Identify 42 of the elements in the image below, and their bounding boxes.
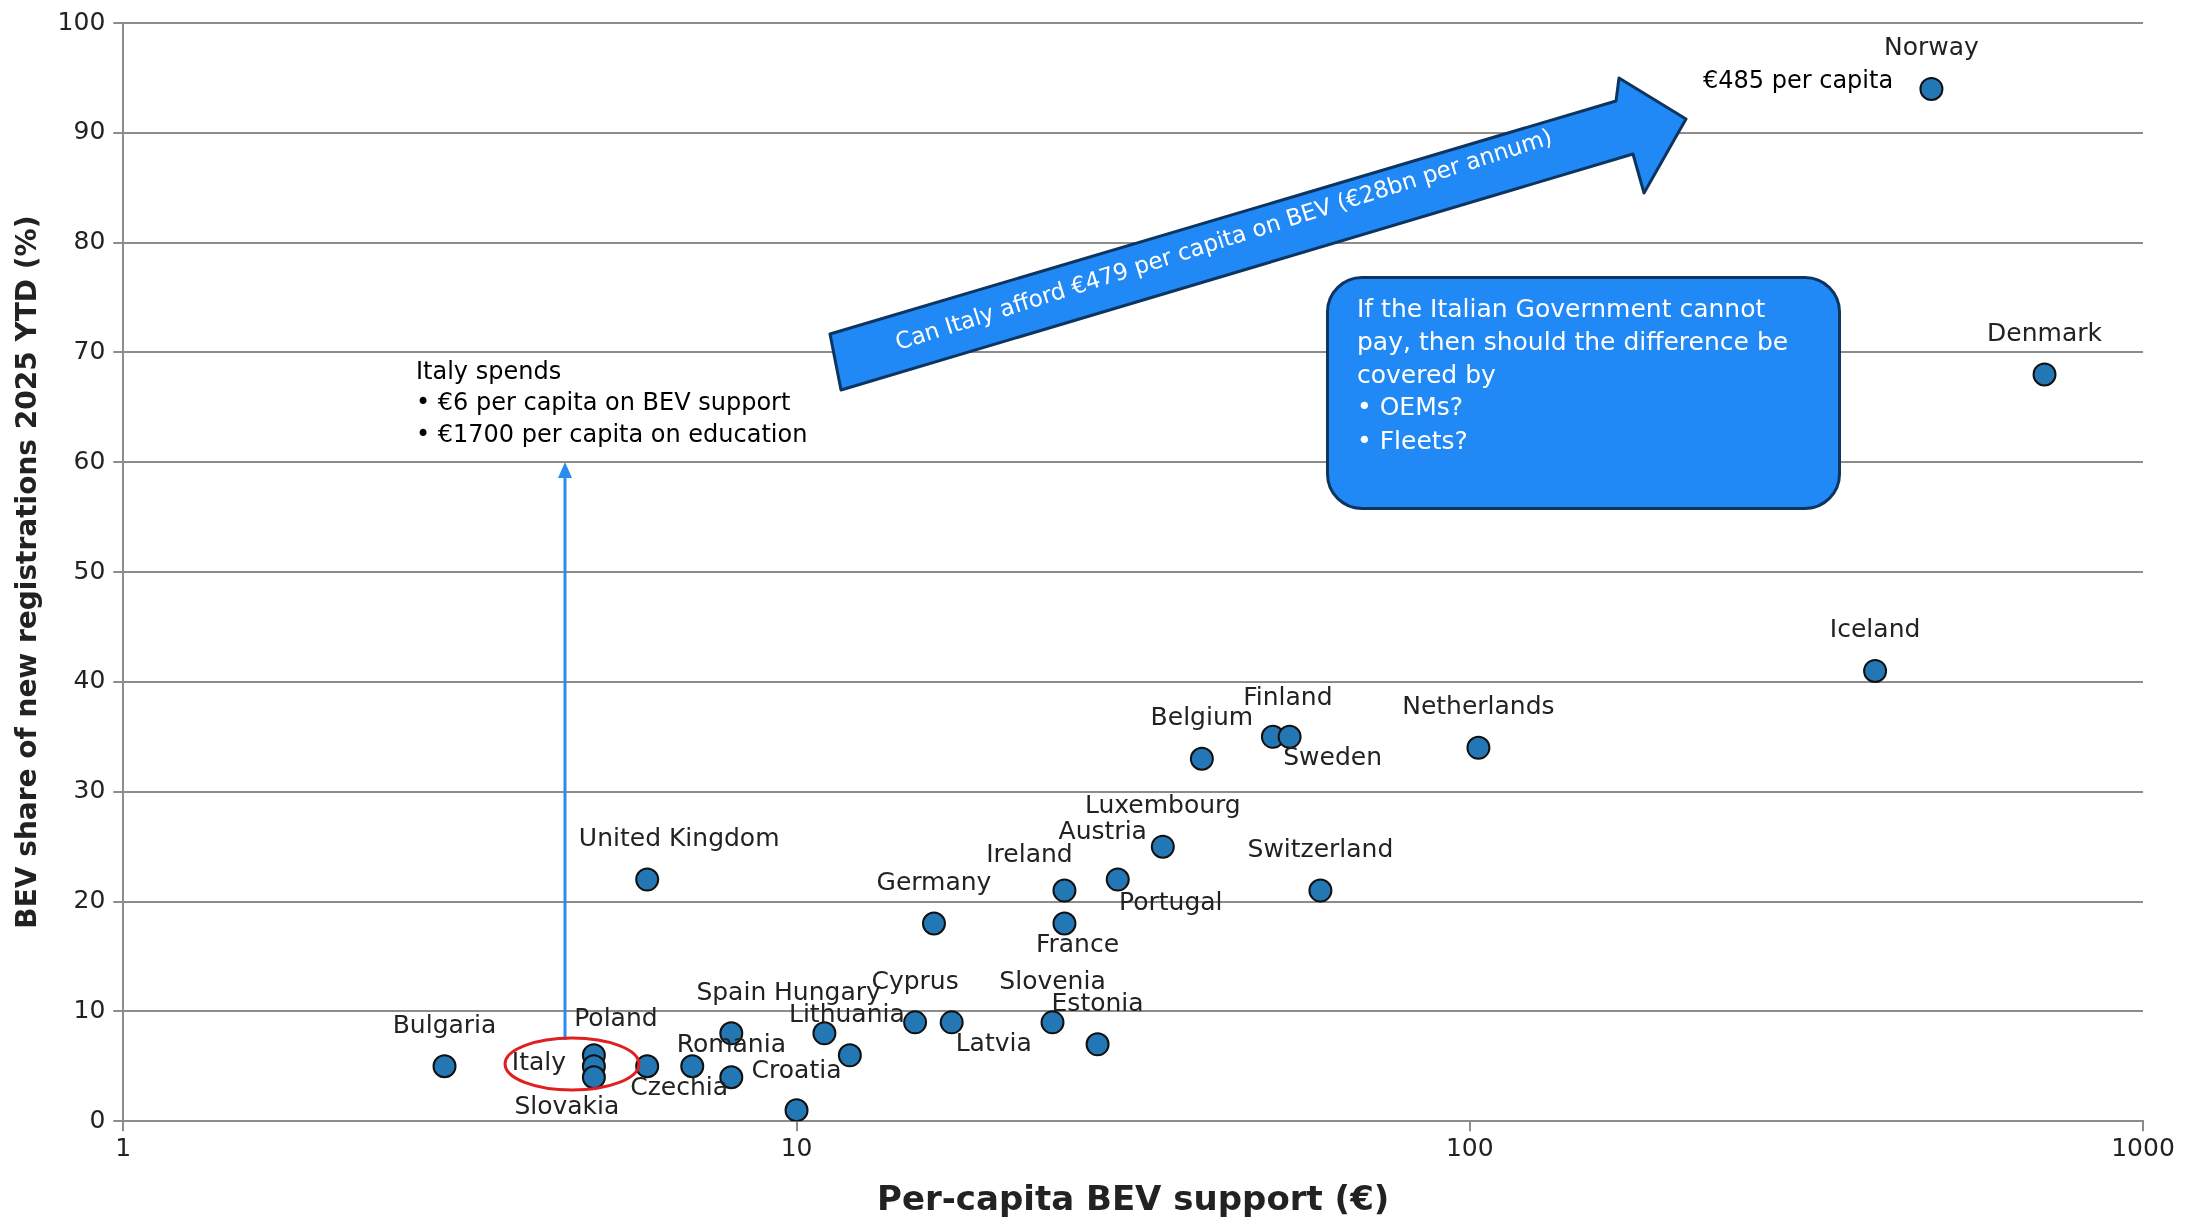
y-tick-label: 20 [73,885,106,915]
annotation: €485 per capita [1703,66,1894,94]
x-tick-label: 1 [115,1132,132,1162]
annotation: Poland [574,1002,658,1032]
annotation: • OEMs? [1357,392,1464,421]
annotation: Italy spends [416,357,562,385]
annotation: Switzerland [1247,834,1394,864]
y-tick-label: 80 [73,226,106,256]
x-tick-label: 10 [780,1132,813,1162]
annotation: Slovakia [514,1090,620,1120]
annotation: • €1700 per capita on education [416,420,808,448]
x-tick-label: 1000 [2111,1132,2175,1162]
annotation: • €6 per capita on BEV support [416,388,791,416]
y-tick-label: 90 [73,116,106,146]
annotation: France [1035,929,1120,959]
annotation: Portugal [1118,887,1223,917]
annotation: Latvia [955,1027,1032,1057]
y-tick-label: 40 [73,665,106,695]
x-axis-title: Per-capita BEV support (€) [876,1178,1390,1219]
annotation: Norway [1884,32,1980,62]
annotation: Sweden [1283,742,1383,772]
y-axis-title: BEV share of new registrations 2025 YTD (%) [10,215,44,929]
annotation: Bulgaria [392,1009,497,1039]
annotation: Czechia [630,1071,729,1101]
y-tick-label: 0 [89,1104,106,1134]
annotation: Italy [511,1046,567,1076]
y-tick-label: 60 [73,445,106,475]
annotation: Netherlands [1402,691,1555,721]
annotation: Luxembourg [1084,790,1241,820]
annotation: • Fleets? [1357,426,1468,455]
y-tick-label: 100 [57,6,106,36]
annotation: Denmark [1987,317,2103,347]
y-tick-label: 70 [73,335,106,365]
y-tick-label: 30 [73,775,106,805]
y-tick-label: 10 [73,994,106,1024]
x-tick-label: 100 [1445,1132,1494,1162]
annotation: If the Italian Government cannot pay, then should the difference be covered by [1357,293,1790,391]
annotation: Germany [876,867,992,897]
y-tick-label: 50 [73,555,106,585]
annotation: Spain [696,976,767,1006]
annotation: United Kingdom [578,823,780,853]
annotation: Iceland [1829,614,1921,644]
